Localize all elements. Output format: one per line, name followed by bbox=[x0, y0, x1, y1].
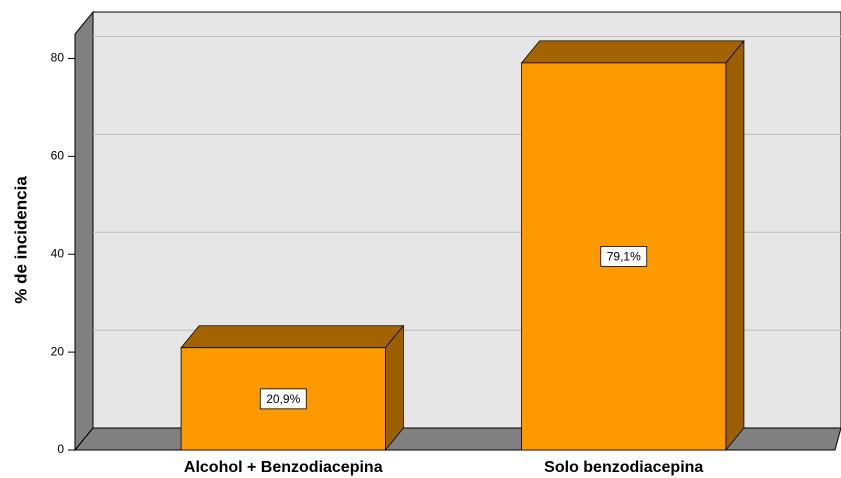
value-label: 20,9% bbox=[266, 392, 300, 406]
y-tick-label: 20 bbox=[51, 344, 65, 358]
y-axis-title: % de incidencia bbox=[11, 176, 30, 304]
x-tick-label: Alcohol + Benzodiacepina bbox=[184, 459, 383, 476]
y-tick-label: 40 bbox=[51, 246, 65, 260]
value-label-box bbox=[259, 388, 307, 410]
y-tick-label: 80 bbox=[51, 51, 65, 65]
y-tick-label: 0 bbox=[57, 442, 64, 456]
left-wall bbox=[74, 10, 94, 452]
bar-top bbox=[180, 325, 405, 349]
value-label: 79,1% bbox=[607, 250, 641, 264]
y-tick-label: 60 bbox=[51, 149, 65, 163]
x-tick-label: Solo benzodiacepina bbox=[544, 459, 703, 476]
bar-side bbox=[384, 324, 404, 452]
value-label-box bbox=[600, 246, 648, 267]
bar-top bbox=[520, 40, 745, 64]
bar-side bbox=[725, 39, 745, 452]
